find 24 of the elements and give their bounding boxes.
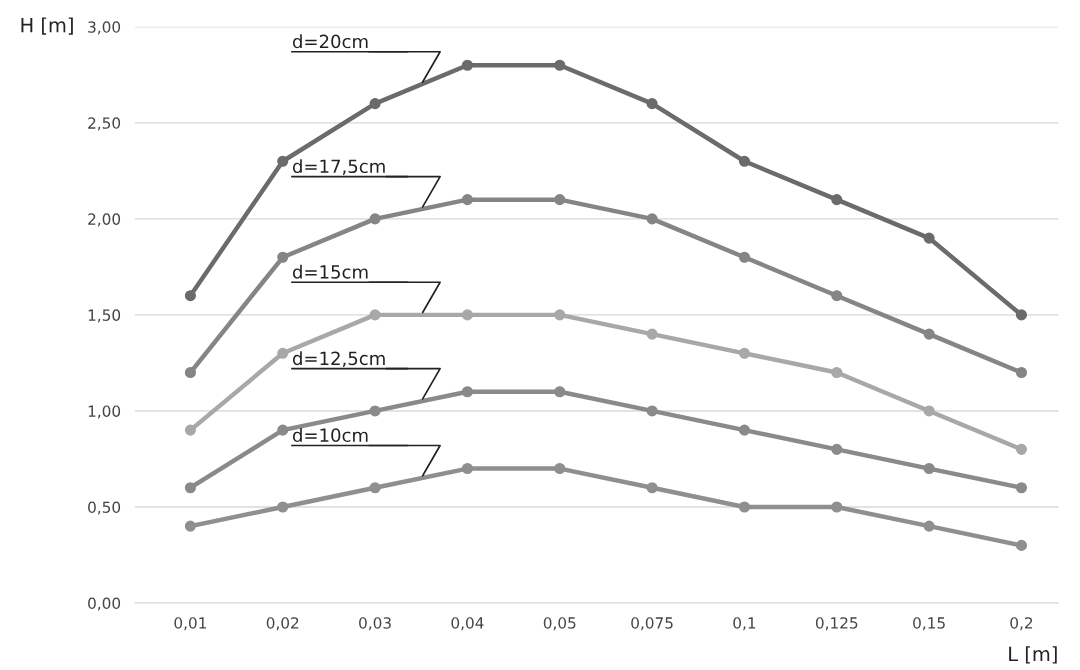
y-tick-label: 2,00 bbox=[88, 213, 121, 227]
y-tick-label: 0,00 bbox=[88, 597, 121, 611]
y-tick-label: 1,00 bbox=[88, 405, 121, 419]
x-tick-label: 0,1 bbox=[733, 617, 756, 631]
y-axis-title: H [m] bbox=[21, 17, 73, 35]
x-tick-label: 0,05 bbox=[543, 617, 576, 631]
x-tick-label: 0,04 bbox=[451, 617, 484, 631]
y-tick-label: 0,50 bbox=[88, 501, 121, 515]
x-tick-label: 0,125 bbox=[815, 617, 858, 631]
text: d=10cm bbox=[292, 428, 368, 443]
x-tick-label: 0,02 bbox=[266, 617, 299, 631]
x-tick-label: 0,15 bbox=[913, 617, 945, 631]
x-tick-label: 0,01 bbox=[174, 617, 206, 631]
x-tick-label: 0,03 bbox=[359, 617, 391, 631]
text: d=20cm bbox=[292, 34, 368, 49]
x-axis-title: L [m] bbox=[1009, 646, 1057, 664]
y-tick-label: 2,50 bbox=[88, 117, 121, 131]
text: d=12,5cm bbox=[292, 351, 385, 368]
text: d=17,5cm bbox=[292, 159, 385, 175]
y-tick-label: 1,50 bbox=[88, 309, 121, 323]
series-label: d=15cm bbox=[292, 264, 368, 279]
y-tick-label: 3,00 bbox=[88, 21, 121, 35]
x-tick-label: 0,2 bbox=[1010, 617, 1033, 631]
x-tick-label: 0,075 bbox=[631, 617, 673, 631]
